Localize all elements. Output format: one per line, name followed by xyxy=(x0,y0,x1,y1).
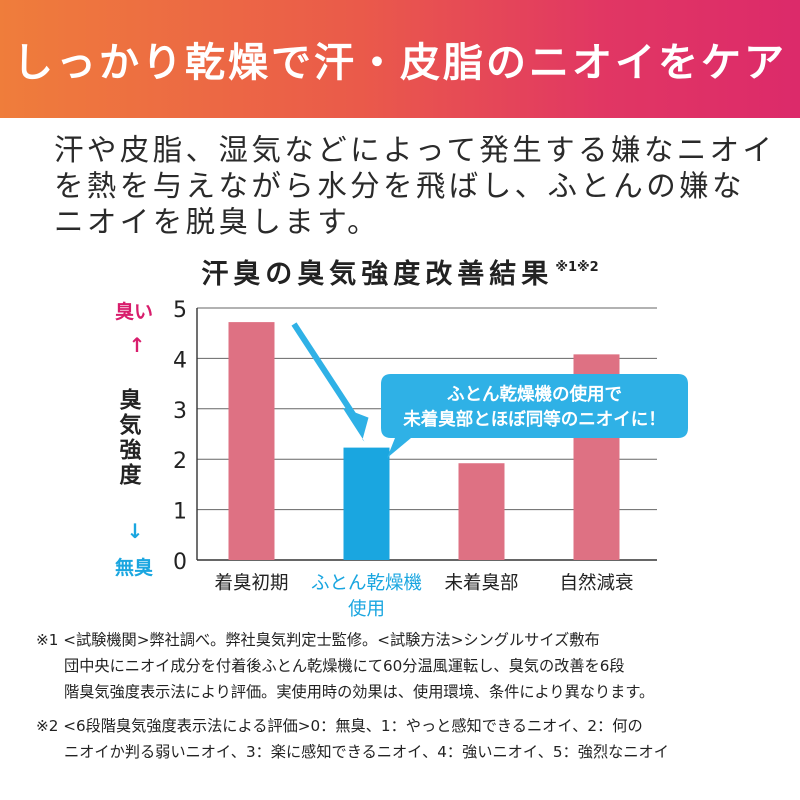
callout-text: 未着臭部とほぼ同等のニオイに！ xyxy=(403,409,666,430)
footnote-line: 階臭気強度表示法により評価。実使用時の効果は、使用環境、条件により異なります。 xyxy=(64,683,655,701)
x-tick-label: ふとん乾燥機 xyxy=(311,573,422,594)
intro-line: ニオイを脱臭します。 xyxy=(54,205,381,239)
bar xyxy=(343,447,390,560)
x-tick-label: 未着臭部 xyxy=(444,573,518,594)
callout-text: ふとん乾燥機の使用で xyxy=(447,384,622,405)
up-arrow-icon: ↑ xyxy=(129,333,146,357)
intro-line: を熱を与えながら水分を飛ばし、ふとんの嫌な xyxy=(54,169,745,203)
x-tick-label: 自然減衰 xyxy=(559,573,633,594)
highlight-arrow-shaft xyxy=(291,322,364,428)
y-tick-label: 2 xyxy=(173,449,187,474)
chart-title: 汗臭の臭気強度改善結果 xyxy=(201,259,554,290)
banner-title: しっかり乾燥で汗・皮脂のニオイをケア xyxy=(13,40,787,86)
intro-text: 汗や皮脂、湿気などによって発生する嫌なニオイ を熱を与えながら水分を飛ばし、ふと… xyxy=(54,132,774,240)
y-top-label: 臭い xyxy=(115,300,153,323)
footnote-1: ※1 <試験機関>弊社調べ。弊社臭気判定士監修。<試験方法>シングルサイズ敷布 … xyxy=(36,627,776,705)
footnote-mark: ※2 xyxy=(36,717,59,735)
y-tick-label: 5 xyxy=(173,298,187,323)
callout-bubble xyxy=(381,374,688,458)
footnote-line: <試験機関>弊社調べ。弊社臭気判定士監修。<試験方法>シングルサイズ敷布 xyxy=(63,631,600,649)
header-banner: しっかり乾燥で汗・皮脂のニオイをケア xyxy=(0,0,800,118)
chart-title-note: ※1※2 xyxy=(555,260,599,275)
intro-line: 汗や皮脂、湿気などによって発生する嫌なニオイ xyxy=(54,133,776,167)
y-tick-label: 0 xyxy=(173,550,187,575)
footnote-line: 団中央にニオイ成分を付着後ふとん乾燥機にて60分温風運転し、臭気の改善を6段 xyxy=(64,657,625,675)
y-tick-label: 1 xyxy=(173,500,187,525)
y-bottom-label: 無臭 xyxy=(115,556,153,579)
footnote-line: <6段階臭気強度表示法による評価>0：無臭、1：やっと感知できるニオイ、2：何の xyxy=(63,717,643,735)
bar xyxy=(458,463,505,560)
footnote-mark: ※1 xyxy=(36,631,59,649)
footnotes: ※1 <試験機関>弊社調べ。弊社臭気判定士監修。<試験方法>シングルサイズ敷布 … xyxy=(36,627,776,765)
footnote-line: ニオイか判る弱いニオイ、3：楽に感知できるニオイ、4：強いニオイ、5：強烈なニオ… xyxy=(64,743,669,761)
x-tick-label: 使用 xyxy=(348,599,385,620)
x-tick-label: 着臭初期 xyxy=(214,573,288,594)
footnote-2: ※2 <6段階臭気強度表示法による評価>0：無臭、1：やっと感知できるニオイ、2… xyxy=(36,713,776,765)
highlight-arrow-head xyxy=(342,407,369,442)
bar xyxy=(228,322,275,560)
y-tick-label: 3 xyxy=(173,399,187,424)
y-tick-label: 4 xyxy=(173,348,187,373)
y-axis-title: 臭気強度 xyxy=(116,387,142,488)
chart-title-wrap: 汗臭の臭気強度改善結果 ※1※2 xyxy=(0,252,800,291)
down-arrow-icon: ↓ xyxy=(127,519,144,543)
